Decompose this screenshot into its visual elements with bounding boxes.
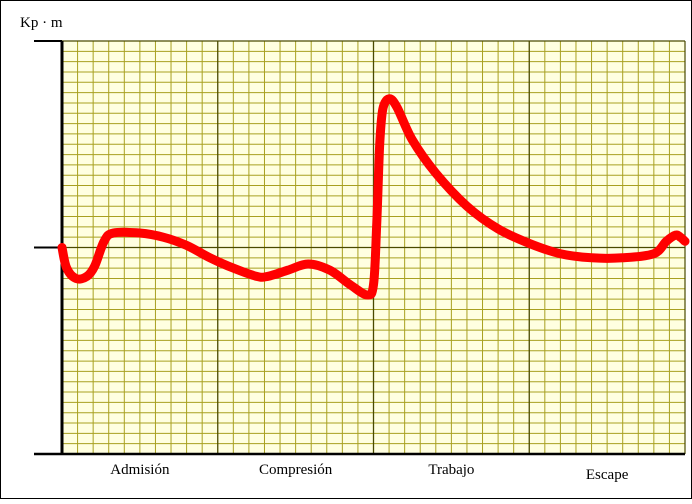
y-axis-label: Kp · m — [20, 15, 63, 31]
category-label: Escape — [586, 467, 629, 483]
category-labels: Admisión Compresión Trabajo Escape — [110, 462, 628, 483]
torque-curve — [57, 94, 690, 300]
category-label: Trabajo — [428, 462, 474, 478]
category-label: Compresión — [259, 462, 333, 478]
category-label: Admisión — [110, 462, 170, 478]
